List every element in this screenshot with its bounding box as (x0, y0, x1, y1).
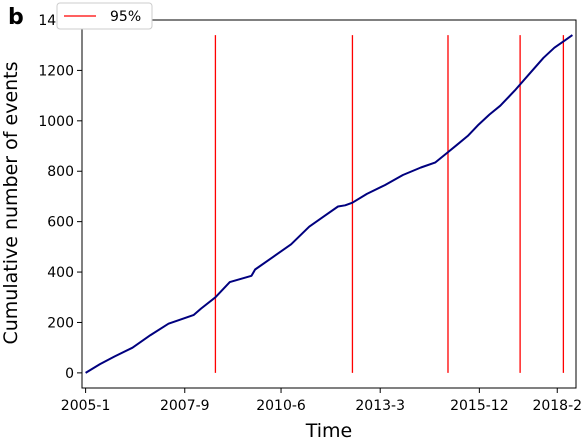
x-tick-label-1: 2007-9 (160, 398, 210, 414)
y-axis-title: Cumulative number of events (0, 61, 22, 344)
y-tick-label-0: 0 (65, 366, 74, 382)
y-tick-label-2: 400 (47, 265, 74, 281)
x-tick-label-2: 2010-6 (256, 398, 306, 414)
x-tick-label-3: 2013-3 (355, 398, 405, 414)
series-layer (85, 34, 573, 374)
x-axis-title: Time (305, 420, 353, 442)
legend: 95% (56, 2, 153, 30)
y-tick-label-5: 1000 (38, 114, 74, 130)
x-axis: 2005-1 2007-9 2010-6 2013-3 2015-12 2018-2 (61, 388, 581, 414)
series-line-0 (85, 34, 573, 374)
x-tick-label-4: 2015-12 (450, 398, 509, 414)
x-tick-label-0: 2005-1 (61, 398, 111, 414)
legend-box (56, 2, 153, 30)
panel-letter: b (8, 5, 24, 30)
x-tick-label-5: 2018-2 (532, 398, 581, 414)
threshold-lines (214, 35, 565, 373)
legend-label: 95% (110, 9, 141, 25)
y-tick-label-3: 600 (47, 215, 74, 231)
plot-frame (81, 19, 577, 389)
y-tick-label-1: 200 (47, 315, 74, 331)
y-tick-label-4: 800 (47, 164, 74, 180)
y-tick-label-6: 1200 (38, 63, 74, 79)
